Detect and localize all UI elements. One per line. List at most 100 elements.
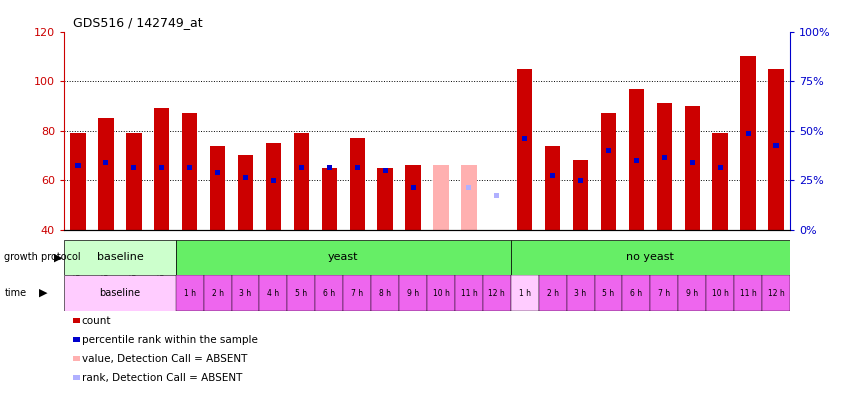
Bar <box>494 192 499 198</box>
Bar <box>182 113 197 230</box>
Bar <box>689 160 694 165</box>
Text: 5 h: 5 h <box>295 289 307 297</box>
Bar <box>299 165 304 170</box>
Text: 1 h: 1 h <box>518 289 530 297</box>
Text: baseline: baseline <box>99 288 140 298</box>
Bar <box>606 148 610 153</box>
Bar <box>426 275 455 311</box>
Bar <box>327 165 332 170</box>
Text: 12 h: 12 h <box>488 289 505 297</box>
Bar <box>176 240 510 275</box>
Bar <box>768 69 783 230</box>
Text: ▶: ▶ <box>54 252 62 263</box>
Bar <box>270 178 276 183</box>
Bar <box>131 165 136 170</box>
Bar <box>410 185 415 190</box>
Text: 10 h: 10 h <box>432 289 449 297</box>
Bar <box>661 155 666 160</box>
Text: no yeast: no yeast <box>626 252 674 263</box>
Bar <box>516 69 531 230</box>
Text: 9 h: 9 h <box>407 289 419 297</box>
Bar <box>566 275 594 311</box>
Bar <box>343 275 371 311</box>
Bar <box>203 275 231 311</box>
Bar <box>322 168 337 230</box>
Bar <box>538 275 566 311</box>
Bar <box>103 160 108 165</box>
Text: 11 h: 11 h <box>460 289 477 297</box>
Bar <box>287 275 315 311</box>
Bar <box>622 275 650 311</box>
Bar <box>510 275 538 311</box>
Bar <box>215 170 220 175</box>
Bar <box>656 103 671 230</box>
Bar <box>377 168 392 230</box>
Text: 2 h: 2 h <box>546 289 558 297</box>
Bar <box>572 160 588 230</box>
Text: yeast: yeast <box>328 252 358 263</box>
Bar <box>717 165 722 170</box>
Bar <box>628 89 643 230</box>
Bar <box>466 185 471 190</box>
Bar <box>265 143 281 230</box>
Text: 3 h: 3 h <box>574 289 586 297</box>
Bar <box>705 275 734 311</box>
Bar <box>734 275 761 311</box>
Bar <box>461 165 476 230</box>
Text: 2 h: 2 h <box>212 289 223 297</box>
Bar <box>740 56 755 230</box>
Bar <box>677 275 705 311</box>
Text: 12 h: 12 h <box>767 289 783 297</box>
Bar <box>238 155 252 230</box>
Bar <box>633 158 638 163</box>
Bar <box>259 275 287 311</box>
Bar <box>98 118 113 230</box>
Text: 6 h: 6 h <box>630 289 641 297</box>
Bar <box>354 165 359 170</box>
Bar <box>159 165 164 170</box>
Bar <box>126 133 142 230</box>
Text: 4 h: 4 h <box>267 289 279 297</box>
Bar <box>210 145 225 230</box>
Bar <box>577 178 583 183</box>
Text: 7 h: 7 h <box>351 289 363 297</box>
Bar <box>650 275 677 311</box>
Bar <box>601 113 615 230</box>
Bar <box>293 133 309 230</box>
Bar <box>243 175 247 180</box>
Bar <box>711 133 727 230</box>
Text: percentile rank within the sample: percentile rank within the sample <box>82 335 258 345</box>
Bar <box>761 275 789 311</box>
Bar <box>398 275 426 311</box>
Bar <box>405 165 421 230</box>
Bar <box>70 133 85 230</box>
Text: 3 h: 3 h <box>239 289 252 297</box>
Text: 6 h: 6 h <box>322 289 335 297</box>
Bar <box>549 173 554 178</box>
Bar <box>684 106 699 230</box>
Bar <box>521 135 526 141</box>
Bar <box>231 275 259 311</box>
Text: time: time <box>4 288 26 298</box>
Bar <box>455 275 482 311</box>
Bar <box>64 275 176 311</box>
Bar <box>64 240 176 275</box>
Bar <box>75 163 80 168</box>
Text: 10 h: 10 h <box>711 289 728 297</box>
Text: 7 h: 7 h <box>658 289 670 297</box>
Bar <box>745 131 750 135</box>
Text: ▶: ▶ <box>39 288 48 298</box>
Text: value, Detection Call = ABSENT: value, Detection Call = ABSENT <box>82 354 247 364</box>
Bar <box>482 275 510 311</box>
Bar <box>187 165 192 170</box>
Bar <box>510 240 789 275</box>
Bar <box>382 168 387 173</box>
Text: 1 h: 1 h <box>183 289 195 297</box>
Bar <box>773 143 778 148</box>
Text: GDS516 / 142749_at: GDS516 / 142749_at <box>73 16 202 29</box>
Bar <box>315 275 343 311</box>
Text: 5 h: 5 h <box>601 289 614 297</box>
Text: 11 h: 11 h <box>739 289 756 297</box>
Bar <box>371 275 398 311</box>
Bar <box>432 165 448 230</box>
